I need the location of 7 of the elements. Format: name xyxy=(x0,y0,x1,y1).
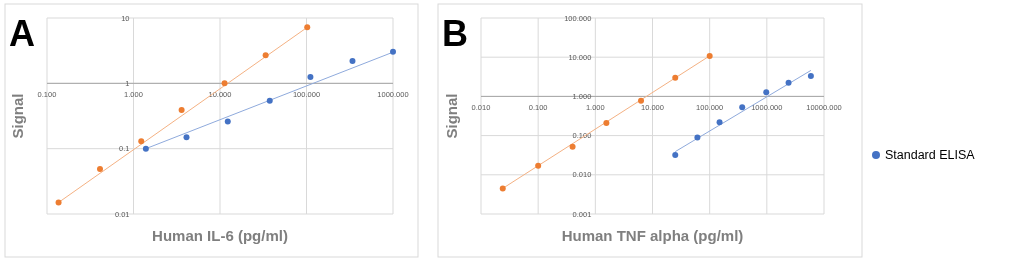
y-axis-title: Signal xyxy=(443,93,460,139)
legend-label: Standard ELISA xyxy=(885,148,976,163)
chart-title: B xyxy=(442,13,468,54)
y-axis-title: Signal xyxy=(9,93,26,139)
chart-title: A xyxy=(9,13,35,54)
x-axis-title: Human TNF alpha (pg/ml) xyxy=(561,227,744,244)
x-axis-title: Human IL-6 (pg/ml) xyxy=(152,227,288,244)
